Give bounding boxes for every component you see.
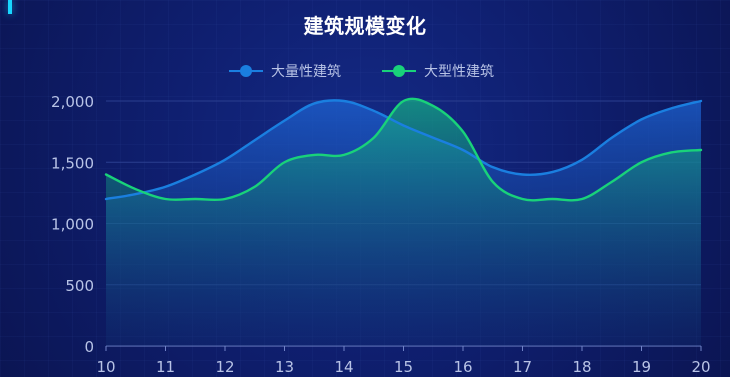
y-tick-label-2: 1,000 <box>51 216 94 234</box>
chart-legend: 大量性建筑 大型性建筑 <box>0 60 730 82</box>
x-tick-label-3: 13 <box>275 358 294 376</box>
x-tick-label-2: 12 <box>215 358 234 376</box>
x-tick-label-8: 18 <box>572 358 591 376</box>
x-tick-label-4: 14 <box>334 358 353 376</box>
legend-label-large-type: 大型性建筑 <box>424 64 494 80</box>
x-axis: 10 11 12 13 14 15 16 17 18 19 20 <box>96 345 711 376</box>
legend-dot-large-type <box>393 65 405 77</box>
x-tick-label-7: 17 <box>513 358 532 376</box>
y-tick-label-4: 2,000 <box>51 93 94 111</box>
x-tick-label-10: 20 <box>691 358 710 376</box>
chart-title: 建筑规模变化 <box>303 14 427 38</box>
legend-item-large-type[interactable]: 大型性建筑 <box>382 60 494 82</box>
series-line-large-scale <box>104 99 703 201</box>
corner-accent <box>8 0 12 14</box>
series-area-large-type <box>106 98 701 346</box>
legend-marker-large-type <box>382 64 416 78</box>
x-tick-label-6: 16 <box>453 358 472 376</box>
legend-marker-large-scale <box>229 64 263 78</box>
legend-item-large-scale[interactable]: 大量性建筑 <box>229 60 341 82</box>
x-tick-label-1: 11 <box>156 358 175 376</box>
y-tick-label-0: 0 <box>84 338 94 356</box>
y-axis: 0 500 1,000 1,500 2,000 <box>51 93 94 356</box>
y-tick-label-1: 500 <box>65 277 94 295</box>
series-line-large-type <box>104 97 703 202</box>
x-tick-label-5: 15 <box>394 358 413 376</box>
series-areas <box>106 98 701 347</box>
x-tick-label-9: 19 <box>632 358 651 376</box>
legend-label-large-scale: 大量性建筑 <box>271 64 341 80</box>
y-tick-label-3: 1,500 <box>51 154 94 172</box>
series-lines <box>104 97 703 202</box>
legend-dot-large-scale <box>240 65 252 77</box>
x-tick-label-0: 10 <box>96 358 115 376</box>
